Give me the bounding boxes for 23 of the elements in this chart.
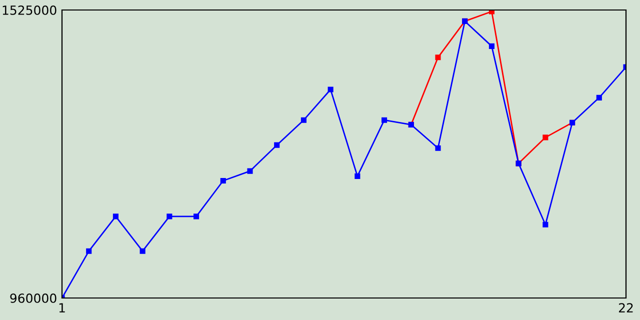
point (435, 145, 441, 151)
point (354, 173, 360, 179)
point (86, 248, 92, 254)
y-tick-label: 1525000 (2, 5, 56, 15)
point (328, 86, 334, 92)
x-tick-label: 1 (59, 303, 65, 312)
x-tick-label: 22 (618, 303, 633, 312)
point (488, 10, 494, 14)
point (112, 214, 118, 220)
point (274, 142, 280, 148)
point (435, 54, 441, 60)
point (300, 117, 306, 123)
point (247, 168, 253, 174)
point (194, 214, 200, 220)
y-tick-label: 960000 (10, 293, 56, 303)
point (140, 248, 146, 254)
point (542, 134, 548, 140)
point (542, 222, 548, 228)
point (220, 178, 226, 184)
point (382, 117, 388, 123)
point (596, 94, 602, 100)
point (166, 214, 172, 220)
point (488, 43, 494, 49)
